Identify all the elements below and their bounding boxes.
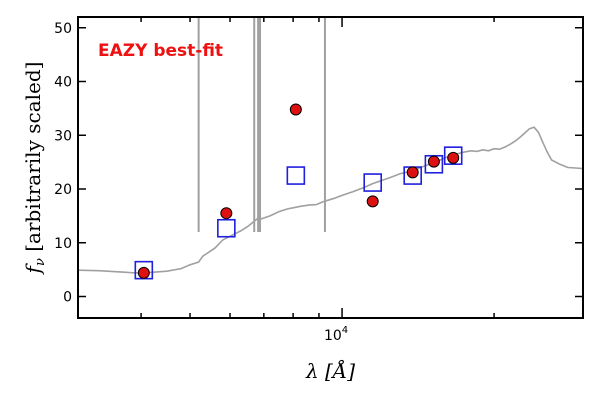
plot-frame [77, 16, 584, 319]
fit-annotation: EAZY best-fit [98, 41, 223, 61]
y-tick-label: 50 [54, 21, 72, 37]
axes: 0 10 20 30 40 50 104 [54, 16, 584, 344]
x-axis-title: λ [Å] [305, 358, 355, 383]
model-photometry-square [443, 146, 463, 165]
observed-photometry-point [289, 103, 302, 116]
y-tick-label: 30 [54, 128, 72, 144]
y-axis-label: fν [arbitrarily scaled] [21, 62, 48, 276]
observed-photometry-point [406, 166, 419, 179]
observed-photometry-points [137, 103, 460, 279]
model-spectrum [78, 126, 583, 274]
x-axis-label: λ [Å] [305, 358, 355, 383]
y-axis-title: fν [arbitrarily scaled] [21, 62, 48, 276]
model-spectrum-line [78, 126, 583, 274]
observed-photometry-point [427, 155, 440, 168]
observed-photometry-point [137, 266, 150, 279]
model-photometry-square [286, 166, 306, 185]
observed-photometry-point [220, 207, 233, 220]
y-tick-label: 10 [54, 236, 72, 252]
y-tick-label: 0 [63, 290, 72, 306]
emission-lines [197, 17, 326, 232]
y-tick-label: 20 [54, 182, 72, 198]
model-photometry-square [217, 218, 236, 238]
y-tick-label: 40 [54, 75, 72, 91]
x-tick-label: 104 [324, 325, 348, 344]
observed-photometry-point [447, 151, 460, 164]
model-photometry-square [363, 173, 383, 192]
observed-photometry-point [366, 195, 379, 208]
